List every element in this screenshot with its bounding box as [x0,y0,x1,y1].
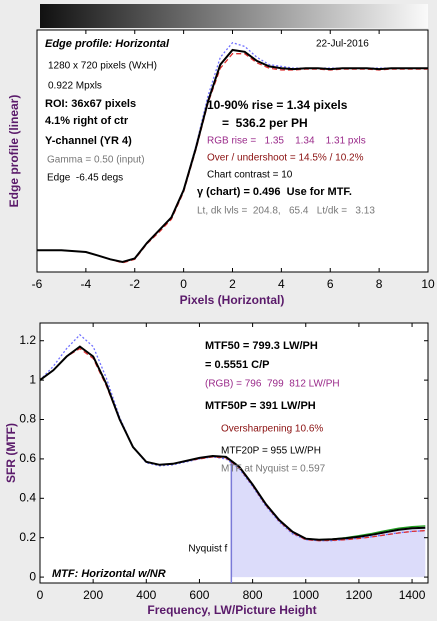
y-tick-label: 0.6 [19,451,36,465]
y-tick-label: 1.2 [19,333,36,347]
chart-title: Edge profile: Horizontal [45,38,170,50]
series-line [37,48,428,264]
x-tick-label: 200 [83,588,103,602]
x-tick-label: 1200 [346,588,373,602]
chart-date: 22-Jul-2016 [316,39,369,50]
x-tick-label: 0 [180,277,187,291]
annotation: 0.922 Mpxls [48,81,102,92]
annotation: RGB rise = 1.35 1.34 1.31 pxls [207,136,366,147]
x-tick-label: -2 [129,277,140,291]
y-axis-label: Edge profile (linear) [7,95,21,208]
x-tick-label: 6 [327,277,334,291]
x-tick-label: -4 [81,277,92,291]
x-tick-label: 0 [37,588,44,602]
gray-ramp [40,4,428,28]
annotation: (RGB) = 796 799 812 LW/PH [205,379,340,390]
series-line [39,345,426,541]
y-tick-label: 1 [29,372,36,386]
x-tick-label: 4 [278,277,285,291]
annotation: = 536.2 per PH [222,116,308,130]
annotation: Y-channel (YR 4) [45,135,132,147]
annotation: γ (chart) = 0.496 Use for MTF. [197,186,352,198]
x-tick-label: 600 [189,588,209,602]
plot-area [36,29,429,273]
annotation: 1280 x 720 pixels (WxH) [48,61,157,72]
y-tick-label: 0.4 [19,490,36,504]
annotation: ROI: 36x67 pixels [45,98,136,110]
x-axis-label: Frequency, LW/Picture Height [147,603,316,617]
y-tick-label: 0.2 [19,530,36,544]
annotation: Chart contrast = 10 [207,170,293,181]
annotation: Oversharpening 10.6% [221,424,323,435]
annotation: 10-90% rise = 1.34 pixels [207,98,348,112]
x-tick-label: 10 [421,277,435,291]
annotation: Gamma = 0.50 (input) [47,155,145,166]
x-tick-label: -6 [32,277,43,291]
x-tick-label: 1400 [399,588,426,602]
nyquist-region [231,460,426,578]
x-tick-label: 2 [229,277,236,291]
y-tick-label: 0 [29,569,36,583]
annotation: Lt, dk lvls = 204.8, 65.4 Lt/dk = 3.13 [197,206,375,217]
annotation: MTF50P = 391 LW/PH [205,400,316,412]
annotation: MTF at Nyquist = 0.597 [221,464,326,475]
x-tick-label: 1000 [292,588,319,602]
annotation: MTF20P = 955 LW/PH [221,446,321,457]
annotation: = 0.5551 C/P [205,359,270,371]
y-axis-label: SFR (MTF) [4,423,18,483]
annotation: MTF50 = 799.3 LW/PH [205,340,318,352]
x-tick-label: 8 [376,277,383,291]
chart-title: MTF: Horizontal w/NR [52,568,166,580]
x-tick-label: 400 [136,588,156,602]
annotation: 4.1% right of ctr [45,115,129,127]
y-tick-label: 0.8 [19,412,36,426]
nyquist-label: Nyquist f [188,544,227,555]
annotation: Over / undershoot = 14.5% / 10.2% [207,153,364,164]
series-line [39,333,426,542]
x-tick-label: 800 [243,588,263,602]
annotation: Edge -6.45 degs [47,173,123,184]
x-axis-label: Pixels (Horizontal) [180,293,285,307]
